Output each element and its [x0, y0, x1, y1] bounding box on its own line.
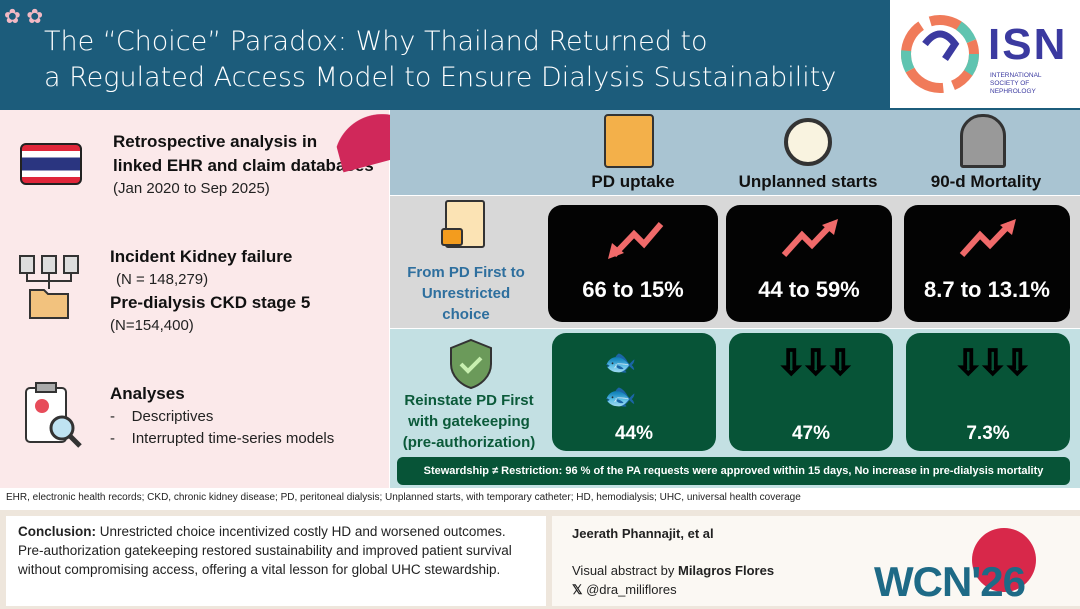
study-title-2: linked EHR and claim databases: [113, 156, 374, 175]
abbreviations-footnote: EHR, electronic health records; CKD, chr…: [6, 492, 801, 503]
abstract-by: Visual abstract by: [572, 563, 678, 578]
page-title: The “Choice” Paradox: Why Thailand Retur…: [44, 24, 836, 96]
row-label-line: choice: [442, 306, 490, 323]
tombstone-icon: [960, 114, 1006, 168]
card-pd-uptake-gatekeeping: 🐟 🐟 44%: [552, 333, 716, 451]
isn-logo-text: ISN: [988, 20, 1068, 69]
card-unplanned-gatekeeping: ⇩⇩⇩ 47%: [729, 333, 893, 451]
population-n-2: (N=154,400): [110, 317, 194, 334]
analyses-title: Analyses: [110, 384, 185, 403]
row-label-line: Reinstate PD First: [404, 392, 534, 409]
card-value: 66 to 15%: [582, 277, 684, 302]
trend-down-arrow-icon: [608, 222, 664, 259]
card-value: 44 to 59%: [758, 277, 860, 302]
credits: Jeerath Phannajit, et al Visual abstract…: [552, 516, 1080, 606]
column-header-pd-uptake: PD uptake: [591, 172, 675, 191]
conclusion: Conclusion: Unrestricted choice incentiv…: [6, 516, 546, 606]
row-label-line: with gatekeeping: [408, 413, 530, 430]
card-mortality-unrestricted: 8.7 to 13.1%: [904, 205, 1070, 322]
row-label-line: (pre-authorization): [402, 434, 536, 451]
row-label-line: Unrestricted: [421, 285, 511, 302]
cherry-blossom-icon: ✿ ✿: [4, 6, 44, 28]
documents-folder-icon: [19, 255, 79, 319]
card-pd-uptake-unrestricted: 66 to 15%: [548, 205, 718, 322]
clipboard-magnifier-icon: [25, 382, 82, 448]
study-design: Retrospective analysis in linked EHR and…: [113, 130, 374, 200]
row-label-unrestricted: From PD First to Unrestricted choice: [391, 262, 541, 325]
card-mortality-gatekeeping: ⇩⇩⇩ 7.3%: [906, 333, 1070, 451]
unlocked-document-icon: [441, 200, 485, 248]
population-n-1: (N = 148,279): [116, 271, 209, 288]
analyses-item: - Descriptives: [110, 408, 214, 425]
trend-up-arrow-icon: [781, 219, 838, 258]
authors: Jeerath Phannajit, et al: [572, 526, 714, 541]
analyses-item: - Interrupted time-series models: [110, 430, 335, 447]
title-line-2: a Regulated Access Model to Ensure Dialy…: [44, 62, 837, 93]
thailand-flag-icon: [20, 143, 82, 185]
handle-text: @dra_miliflores: [586, 582, 677, 597]
card-value: 7.3%: [966, 423, 1010, 444]
x-logo-icon: 𝕏: [572, 582, 587, 597]
patient-dialysis-icon: [604, 114, 654, 168]
study-panel: Retrospective analysis in linked EHR and…: [0, 110, 389, 488]
card-unplanned-unrestricted: 44 to 59%: [726, 205, 892, 322]
stewardship-banner: Stewardship ≠ Restriction: 96 % of the P…: [397, 457, 1070, 485]
conclusion-text: Unrestricted choice incentivized costly …: [18, 524, 512, 577]
population-group-2: Pre-dialysis CKD stage 5: [110, 293, 311, 312]
card-value: 8.7 to 13.1%: [924, 277, 1050, 302]
visual-abstract-credit: Visual abstract by Milagros Flores: [572, 563, 774, 578]
stopwatch-icon: [784, 118, 832, 166]
column-header-90d-mortality: 90-d Mortality: [930, 172, 1042, 191]
koi-fish-icon: 🐟 🐟: [604, 347, 637, 411]
row-label-gatekeeping: Reinstate PD First with gatekeeping (pre-a…: [391, 390, 547, 453]
analyses: Analyses - Descriptives - Interrupted ti…: [110, 382, 334, 450]
conclusion-label: Conclusion:: [18, 524, 96, 539]
wcn26-logo: WCN'26: [874, 558, 1026, 605]
title-line-1: The “Choice” Paradox: Why Thailand Retur…: [44, 26, 708, 57]
study-title: Retrospective analysis in: [113, 132, 318, 151]
card-value: 47%: [791, 423, 831, 444]
column-header-unplanned-starts: Unplanned starts: [738, 172, 878, 191]
population-group-1: Incident Kidney failure: [110, 247, 293, 266]
artist-name: Milagros Flores: [677, 563, 775, 578]
rising-sun-icon: [972, 528, 1036, 592]
down-arrows-icon: ⇩⇩⇩: [953, 344, 1032, 383]
row-label-line: From PD First to: [407, 264, 525, 281]
analyses-item-text: Interrupted time-series models: [131, 430, 335, 447]
isn-logo-subtitle: INTERNATIONAL SOCIETY OF NEPHROLOGY: [990, 72, 1042, 95]
shield-check-icon: [450, 338, 492, 390]
card-value: 44%: [614, 423, 654, 444]
study-period: (Jan 2020 to Sep 2025): [113, 180, 270, 197]
x-handle[interactable]: 𝕏 @dra_miliflores: [572, 582, 677, 598]
trend-up-arrow-icon: [959, 219, 1016, 258]
analyses-item-text: Descriptives: [131, 408, 214, 425]
isn-ring-icon: [901, 15, 979, 93]
population: Incident Kidney failure (N = 148,279) Pr…: [110, 245, 310, 337]
down-arrows-icon: ⇩⇩⇩: [776, 344, 855, 383]
isn-logo: ISN INTERNATIONAL SOCIETY OF NEPHROLOGY: [890, 0, 1080, 108]
